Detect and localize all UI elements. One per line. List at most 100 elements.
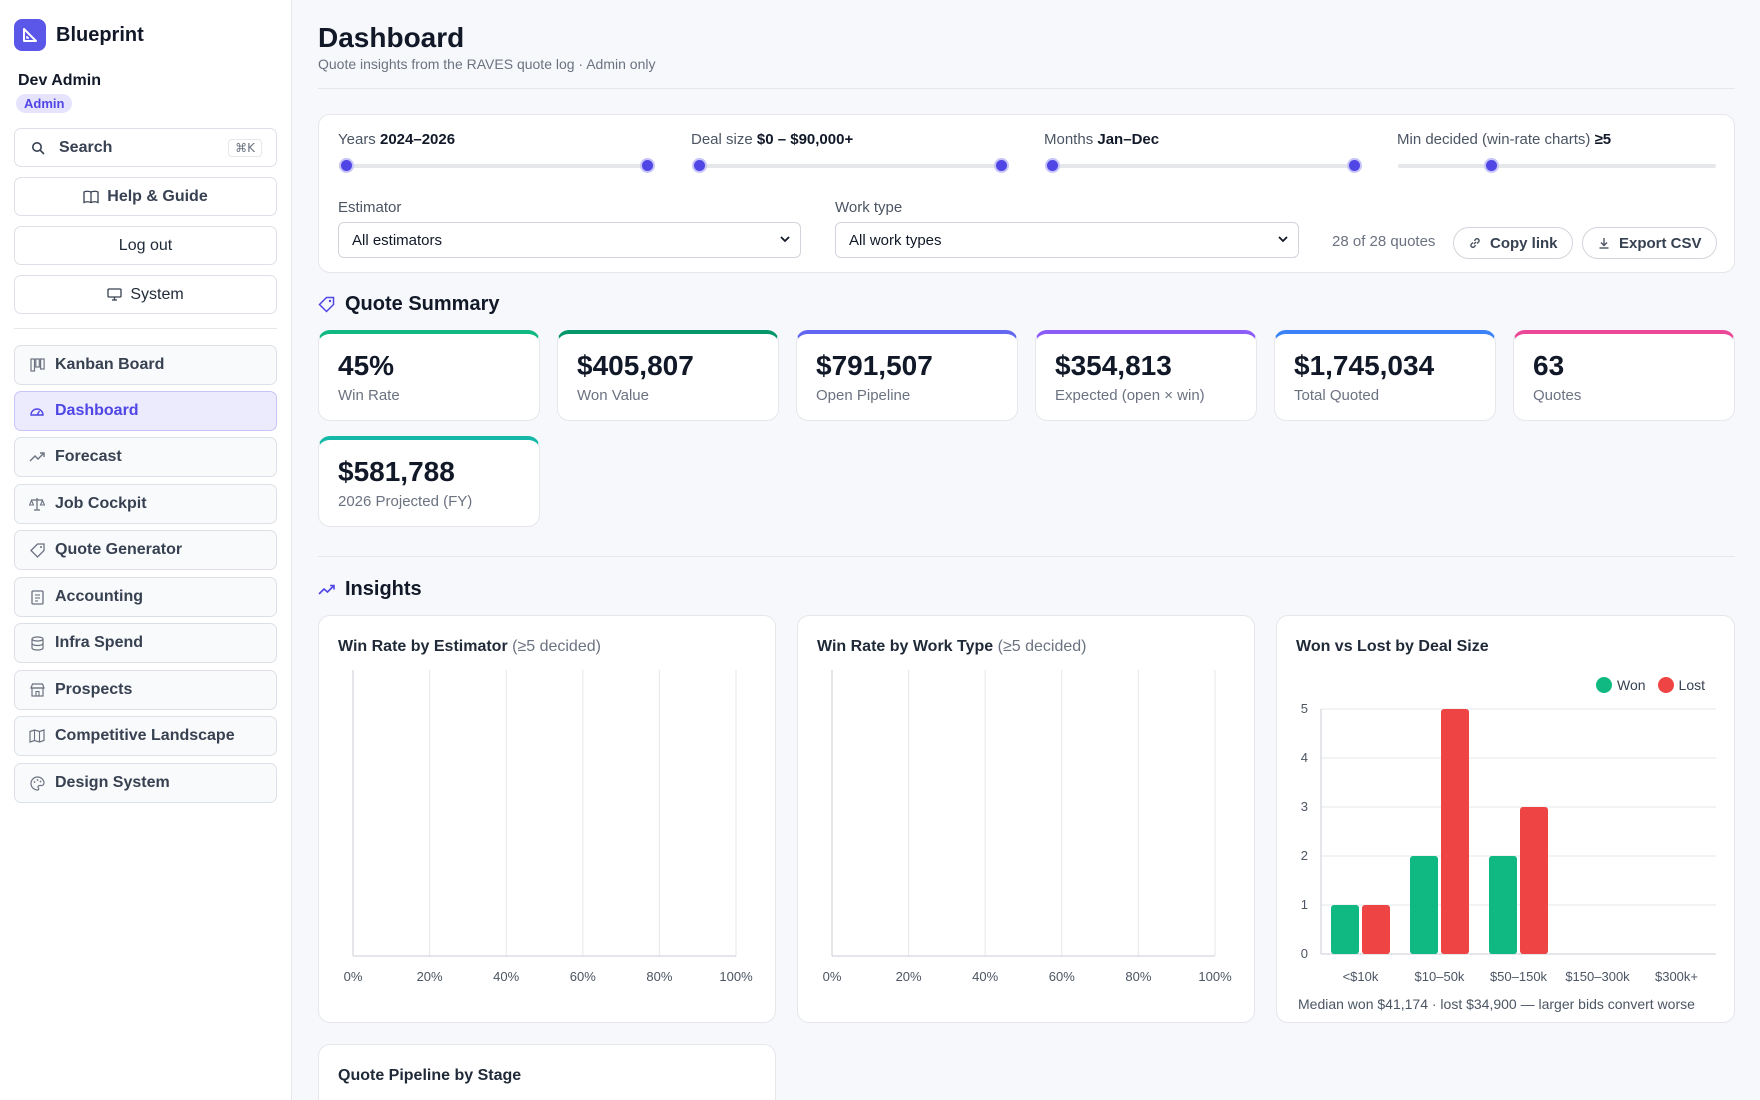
sidebar-item-infra-spend[interactable]: Infra Spend: [14, 623, 277, 663]
blueprint-logo-icon: [14, 19, 46, 51]
search-button[interactable]: Search ⌘K: [14, 128, 277, 167]
scale-icon: [29, 496, 45, 512]
sidebar-item-forecast[interactable]: Forecast: [14, 437, 277, 477]
export-csv-label: Export CSV: [1619, 234, 1702, 252]
sidebar: Blueprint Dev Admin Admin Search ⌘K Help…: [0, 0, 292, 1100]
y-tick-label: 4: [1301, 750, 1308, 765]
search-shortcut: ⌘K: [228, 138, 262, 157]
sidebar-item-accounting[interactable]: Accounting: [14, 577, 277, 617]
legend-label: Won: [1616, 677, 1646, 693]
work-type-label: Work type: [835, 199, 903, 216]
download-icon: [1597, 236, 1611, 250]
deal-size-slider-track[interactable]: [699, 164, 1001, 168]
kanban-icon: [29, 357, 45, 373]
x-tick-label: 60%: [570, 969, 596, 984]
years-slider-max-handle[interactable]: [640, 158, 655, 173]
sidebar-item-label: Forecast: [55, 448, 122, 465]
page-title: Dashboard: [318, 22, 465, 53]
legend-item-won[interactable]: Won: [1595, 677, 1646, 693]
kpi-value: 45%: [338, 350, 395, 381]
x-tick-label: $10–50k: [1415, 969, 1465, 984]
months-slider-min-handle[interactable]: [1045, 158, 1060, 173]
chart-footnote: Median won $41,174 · lost $34,900 — larg…: [1298, 996, 1695, 1012]
chart-title: Won vs Lost by Deal Size: [1296, 638, 1489, 655]
user-name: Dev Admin: [18, 72, 101, 89]
quote-summary-title: Quote Summary: [345, 293, 500, 315]
bar-lost: [1362, 905, 1390, 954]
months-slider-max-handle[interactable]: [1347, 158, 1362, 173]
x-tick-label: <$10k: [1343, 969, 1379, 984]
theme-label: System: [130, 285, 184, 303]
min-decided-filter-label: Min decided (win-rate charts) ≥5: [1397, 131, 1612, 148]
sidebar-item-competitive-landscape[interactable]: Competitive Landscape: [14, 716, 277, 756]
estimator-label: Estimator: [338, 199, 402, 216]
y-tick-label: 1: [1301, 897, 1308, 912]
win-rate-work-type-chart: 0% 20% 40% 60% 80% 100%: [823, 670, 1232, 984]
kpi-value: 63: [1533, 350, 1565, 381]
database-icon: [29, 635, 45, 651]
bar-lost: [1441, 709, 1469, 954]
kpi-label: Open Pipeline: [816, 387, 911, 404]
x-tick-label: 20%: [417, 969, 443, 984]
x-tick-label: $150–300k: [1565, 969, 1630, 984]
logout-button[interactable]: Log out: [14, 226, 277, 265]
estimator-select[interactable]: All estimators: [338, 222, 801, 258]
x-tick-label: $300k+: [1655, 969, 1698, 984]
y-tick-label: 0: [1301, 946, 1308, 961]
theme-toggle-button[interactable]: System: [14, 275, 277, 314]
min-decided-slider-handle[interactable]: [1484, 158, 1499, 173]
min-decided-filter: Min decided (win-rate charts) ≥5: [1397, 131, 1713, 148]
years-filter: Years 2024–2026: [338, 131, 654, 148]
insights-title: Insights: [345, 578, 422, 600]
link-icon: [1468, 236, 1482, 250]
role-badge: Admin: [16, 94, 73, 113]
y-tick-label: 2: [1301, 848, 1308, 863]
sidebar-item-design-system[interactable]: Design System: [14, 763, 277, 803]
sidebar-item-prospects[interactable]: Prospects: [14, 670, 277, 710]
sidebar-item-job-cockpit[interactable]: Job Cockpit: [14, 484, 277, 524]
brand[interactable]: Blueprint: [14, 18, 277, 52]
export-csv-button[interactable]: Export CSV: [1582, 227, 1717, 259]
sidebar-item-label: Job Cockpit: [55, 495, 147, 512]
sidebar-item-kanban-board[interactable]: Kanban Board: [14, 345, 277, 385]
palette-icon: [29, 775, 45, 791]
sidebar-item-label: Kanban Board: [55, 356, 165, 373]
copy-link-button[interactable]: Copy link: [1453, 227, 1573, 259]
x-tick-label: 60%: [1049, 969, 1075, 984]
sidebar-item-dashboard[interactable]: Dashboard: [14, 391, 277, 431]
x-tick-label: 100%: [719, 969, 753, 984]
kpi-value: $581,788: [338, 456, 455, 487]
x-tick-label: 0%: [823, 969, 842, 984]
monitor-icon: [107, 288, 122, 301]
chart-card-win-rate-estimator: Win Rate by Estimator (≥5 decided) 0% 20%…: [318, 615, 776, 1023]
kpi-label: 2026 Projected (FY): [338, 493, 473, 510]
chevron-down-icon: [1276, 232, 1290, 250]
app-name: Blueprint: [56, 23, 144, 46]
years-slider-min-handle[interactable]: [339, 158, 354, 173]
kpi-value: $791,507: [816, 350, 933, 381]
deal-size-slider-max-handle[interactable]: [994, 158, 1009, 173]
help-guide-button[interactable]: Help & Guide: [14, 177, 277, 216]
bar-won: [1489, 856, 1517, 954]
kpi-label: Win Rate: [338, 387, 400, 404]
y-tick-label: 5: [1301, 701, 1308, 716]
x-tick-label: 80%: [646, 969, 672, 984]
years-slider-track[interactable]: [346, 164, 648, 168]
kpi-card-projected: $581,788 2026 Projected (FY): [318, 436, 540, 527]
months-slider-track[interactable]: [1052, 164, 1354, 168]
deal-size-filter: Deal size $0 – $90,000+: [691, 131, 1007, 148]
legend-swatch-lost: [1657, 677, 1674, 693]
chart-title: Win Rate by Work Type (≥5 decided): [817, 638, 1087, 655]
x-tick-label: 0%: [344, 969, 363, 984]
deal-size-slider-min-handle[interactable]: [692, 158, 707, 173]
legend-item-lost[interactable]: Lost: [1657, 677, 1705, 693]
logout-label: Log out: [118, 236, 173, 254]
search-label: Search: [59, 138, 113, 156]
work-type-select[interactable]: All work types: [835, 222, 1299, 258]
min-decided-slider-track[interactable]: [1398, 164, 1716, 168]
kpi-label: Quotes: [1533, 387, 1582, 404]
won-vs-lost-chart: 0 1 2 3 4 5 <$10k $10–50k $50–150k $150–300k $300k…: [1301, 701, 1716, 984]
sidebar-item-quote-generator[interactable]: Quote Generator: [14, 530, 277, 570]
chart-card-pipeline-stage: Quote Pipeline by Stage: [318, 1044, 776, 1100]
bar-won: [1410, 856, 1438, 954]
